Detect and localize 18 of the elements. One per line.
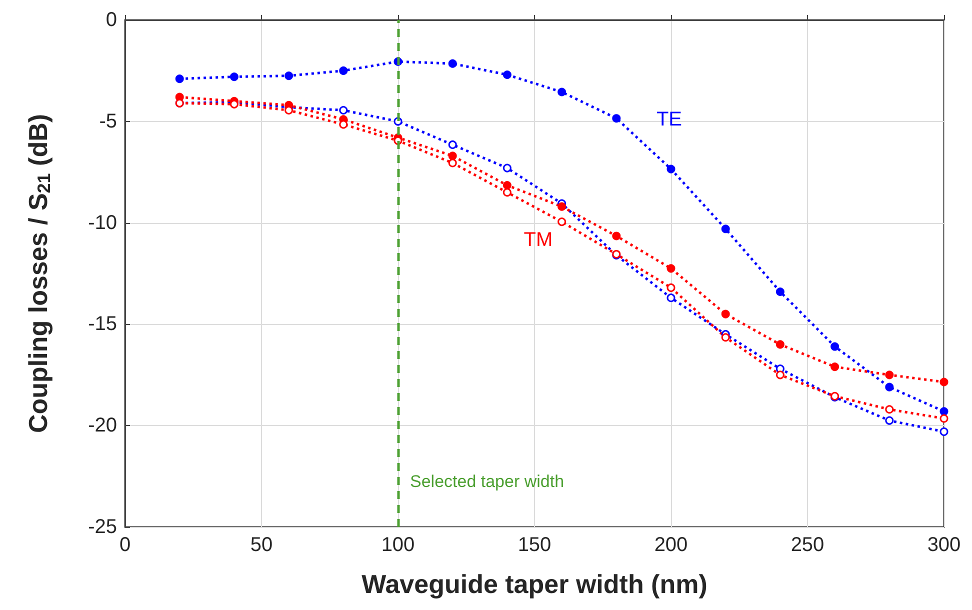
x-tick-label: 250 bbox=[790, 534, 824, 556]
x-tick-label: 0 bbox=[119, 534, 131, 556]
x-axis-title: Waveguide taper width (nm) bbox=[362, 569, 708, 599]
y-tick-label: 0 bbox=[106, 9, 117, 31]
annotation: TE bbox=[656, 108, 682, 130]
x-tick-label: 100 bbox=[381, 534, 415, 556]
y-tick-label: -10 bbox=[88, 212, 117, 234]
annotation: TM bbox=[524, 229, 553, 252]
x-tick-label: 150 bbox=[518, 534, 552, 556]
ref-line-label: Selected taper width bbox=[410, 472, 564, 491]
y-tick-label: -20 bbox=[88, 414, 117, 437]
x-tick-label: 200 bbox=[654, 534, 688, 556]
y-tick-label: -25 bbox=[88, 516, 117, 538]
y-tick-label: -15 bbox=[88, 313, 117, 336]
x-tick-label: 300 bbox=[927, 534, 961, 556]
y-axis-title: Coupling losses / S21 (dB) bbox=[23, 114, 54, 434]
y-tick-label: -5 bbox=[99, 110, 117, 132]
x-tick-label: 50 bbox=[250, 534, 273, 556]
